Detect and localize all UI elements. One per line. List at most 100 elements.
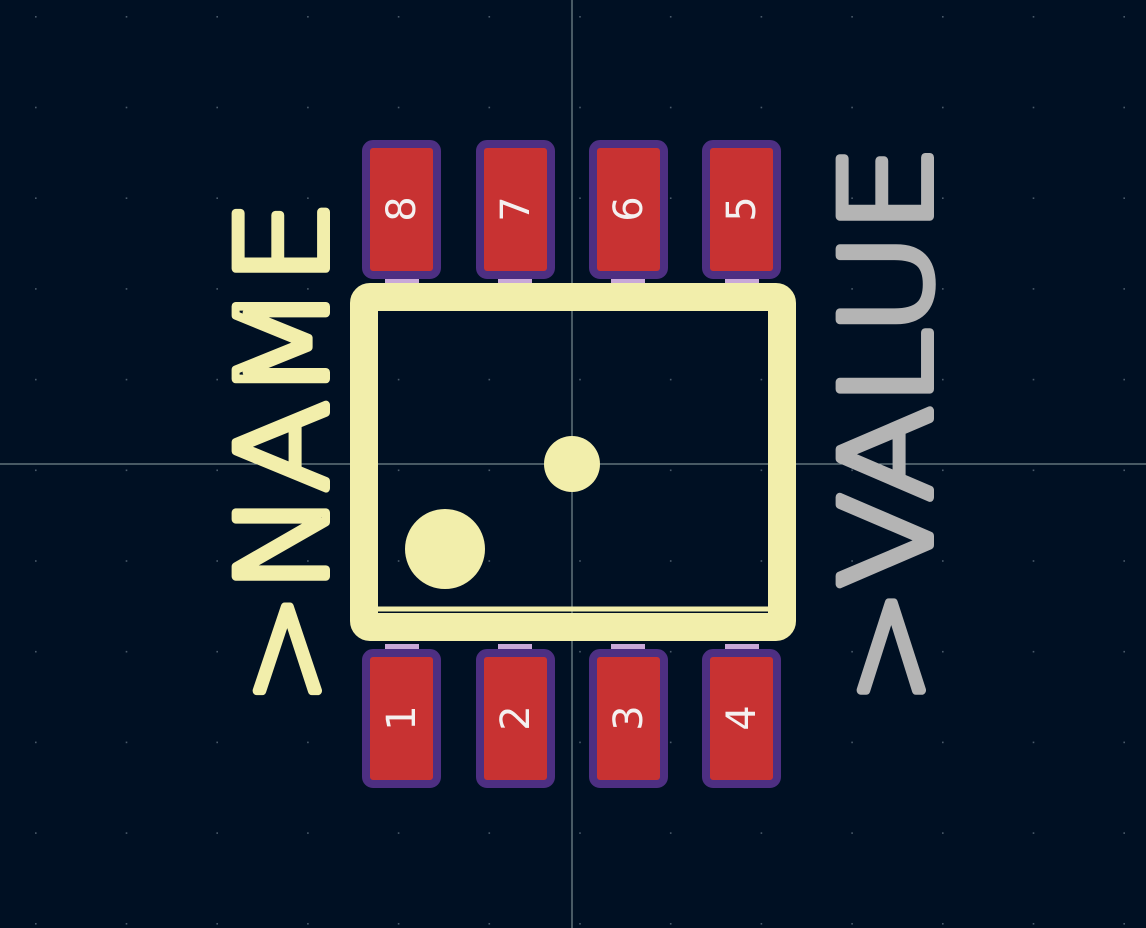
value-label[interactable]: >VALUE: [812, 141, 964, 709]
grid-dot: [35, 378, 37, 381]
grid-dot: [35, 197, 37, 199]
grid-dot: [125, 560, 128, 562]
grid-dot: [760, 106, 763, 109]
pad-2[interactable]: 2: [476, 649, 555, 788]
grid-dot: [942, 288, 944, 290]
grid-dot: [125, 469, 128, 472]
grid-dot: [760, 378, 763, 381]
grid-dot: [125, 378, 128, 381]
grid-dot: [669, 832, 672, 834]
grid-dot: [397, 560, 400, 562]
pad-8[interactable]: 8: [362, 140, 441, 279]
grid-dot: [1032, 378, 1035, 381]
pad-7[interactable]: 7: [476, 140, 555, 279]
grid-dot: [216, 560, 218, 562]
grid-dot: [125, 288, 128, 290]
grid-dot: [1032, 288, 1035, 290]
grid-dot: [851, 106, 853, 109]
origin-dot: [544, 436, 600, 492]
grid-dot: [307, 923, 309, 925]
grid-dot: [125, 923, 128, 925]
grid-dot: [579, 650, 581, 653]
pad-3[interactable]: 3: [589, 649, 668, 788]
grid-dot: [216, 469, 218, 472]
grid-dot: [669, 741, 672, 744]
grid-dot: [1123, 197, 1125, 199]
grid-dot: [1123, 650, 1125, 653]
grid-dot: [942, 197, 944, 199]
grid-dot: [1032, 741, 1035, 744]
grid-dot: [942, 560, 944, 562]
grid-dot: [851, 650, 853, 653]
grid-dot: [851, 288, 853, 290]
grid-dots: [35, 16, 1125, 925]
grid-dot: [669, 560, 672, 562]
grid-dot: [669, 650, 672, 653]
grid-dot: [669, 106, 672, 109]
grid-dot: [35, 288, 37, 290]
grid-dot: [35, 560, 37, 562]
pad-number: 2: [493, 705, 539, 730]
grid-dot: [35, 106, 37, 109]
grid-dot: [216, 378, 218, 381]
grid-dot: [1123, 288, 1125, 290]
grid-dot: [307, 16, 309, 18]
pad-1[interactable]: 1: [362, 649, 441, 788]
grid-dot: [488, 832, 491, 834]
grid-dot: [125, 197, 128, 199]
pad-number: 5: [719, 196, 765, 221]
grid-dot: [1123, 16, 1125, 18]
grid-dot: [307, 560, 309, 562]
grid-dot: [1032, 106, 1035, 109]
grid-dot: [35, 832, 37, 834]
grid-dot: [216, 106, 218, 109]
grid-dot: [35, 469, 37, 472]
grid-dot: [397, 378, 400, 381]
pad-6[interactable]: 6: [589, 140, 668, 279]
grid-dot: [307, 106, 309, 109]
grid-dot: [397, 16, 400, 18]
grid-dot: [760, 16, 763, 18]
pad-5[interactable]: 5: [702, 140, 781, 279]
grid-dot: [851, 469, 853, 472]
pad-4[interactable]: 4: [702, 649, 781, 788]
pin1-marker-dot: [405, 509, 485, 589]
grid-dot: [669, 197, 672, 199]
grid-dot: [1123, 106, 1125, 109]
grid-dot: [851, 197, 853, 199]
grid-dot: [125, 650, 128, 653]
grid-dot: [1123, 469, 1125, 472]
grid-dot: [851, 832, 853, 834]
grid-dot: [488, 16, 491, 18]
grid-dot: [35, 650, 37, 653]
grid-dot: [942, 378, 944, 381]
grid-dot: [1123, 923, 1125, 925]
grid-dot: [942, 923, 944, 925]
grid-dot: [1032, 560, 1035, 562]
grid-dot: [1123, 741, 1125, 744]
name-label[interactable]: >NAME: [208, 196, 360, 709]
grid-dot: [579, 560, 581, 562]
grid-dot: [307, 650, 309, 653]
grid-dot: [488, 560, 491, 562]
grid-dot: [942, 16, 944, 18]
grid-dot: [397, 832, 400, 834]
grid-dot: [216, 288, 218, 290]
grid-dot: [488, 378, 491, 381]
grid-dot: [942, 832, 944, 834]
grid-dot: [307, 832, 309, 834]
grid-dot: [307, 288, 309, 290]
grid-dot: [216, 923, 218, 925]
grid-dot: [125, 106, 128, 109]
grid-dot: [307, 197, 309, 199]
grid-dot: [579, 197, 581, 199]
grid-dot: [1032, 650, 1035, 653]
grid-dot: [942, 469, 944, 472]
grid-dot: [397, 469, 400, 472]
grid-dot: [851, 923, 853, 925]
grid-dot: [216, 16, 218, 18]
grid-dot: [851, 378, 853, 381]
component-body-outline[interactable]: [350, 283, 796, 641]
grid-dot: [397, 106, 400, 109]
